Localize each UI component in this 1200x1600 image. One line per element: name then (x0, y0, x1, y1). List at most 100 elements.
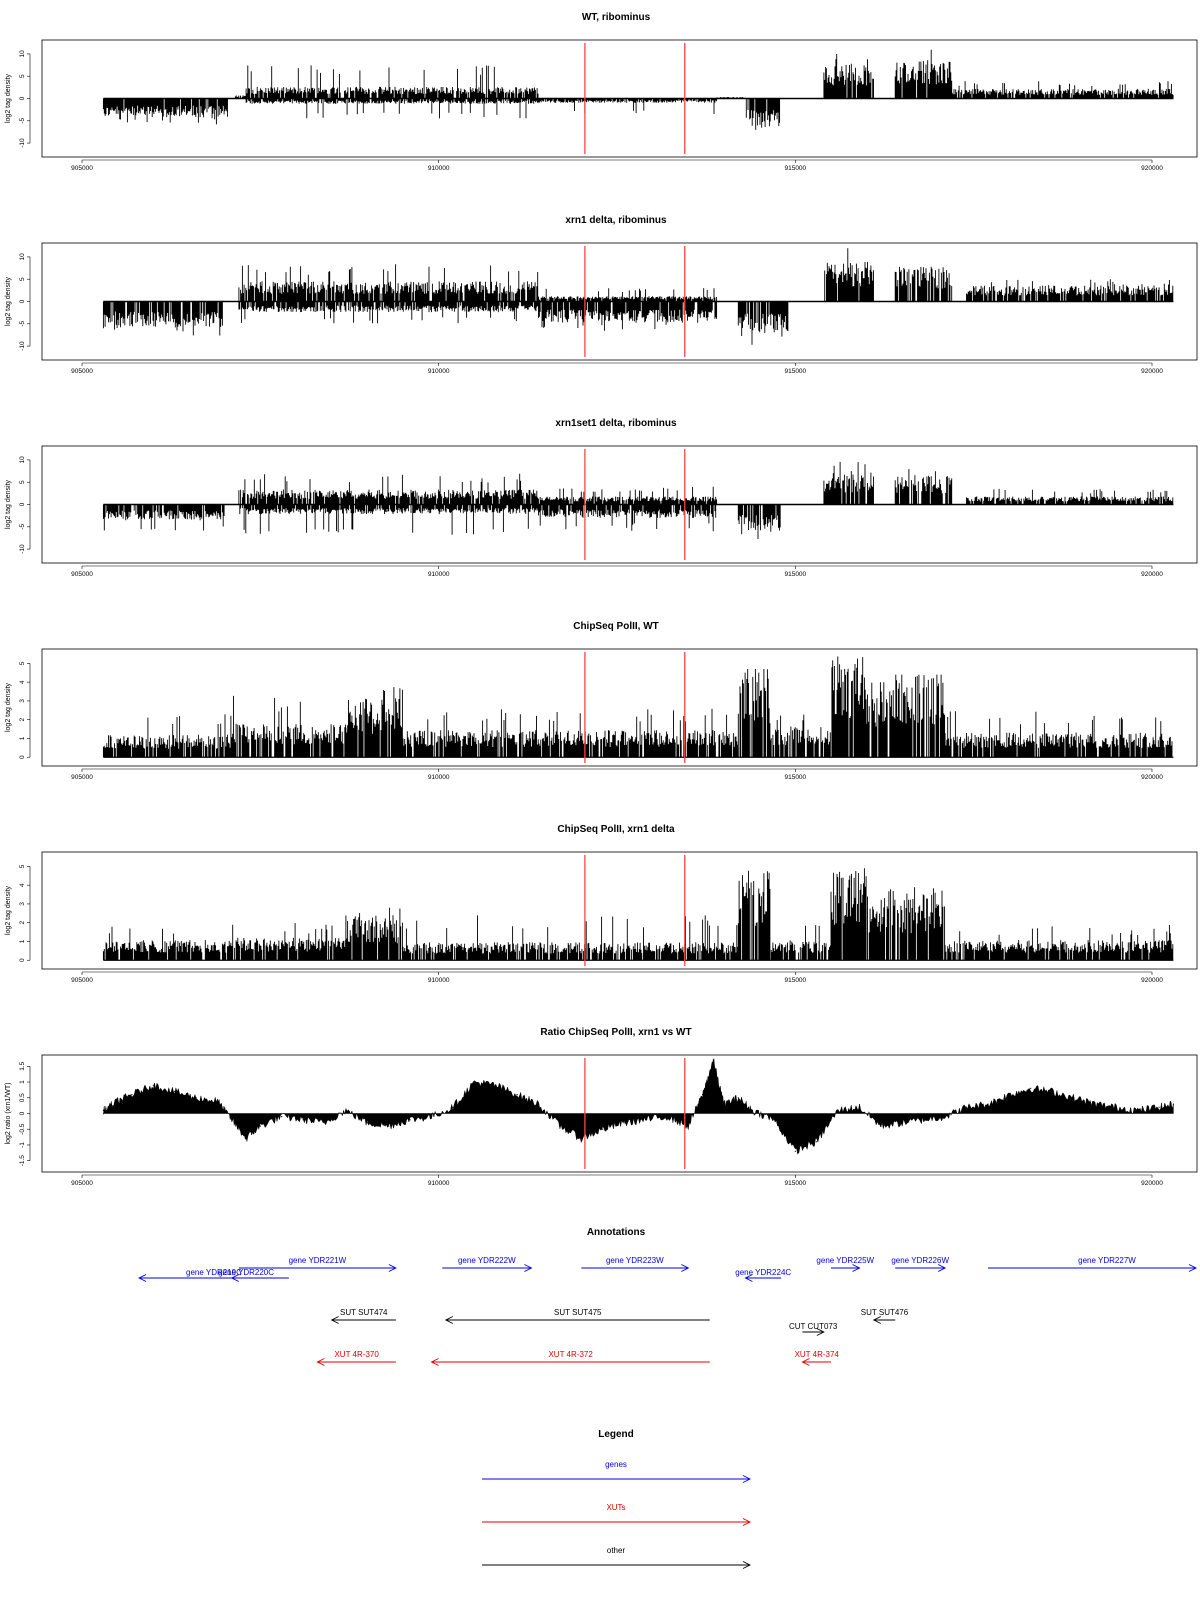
y-tick-label: 3 (19, 902, 26, 906)
x-tick-label: 920000 (1141, 977, 1163, 984)
arrowhead-icon (742, 1561, 752, 1569)
y-tick-label: 5 (19, 74, 26, 78)
arrowhead-icon (816, 1328, 825, 1336)
annotation-feature: gene YDR223W (581, 1256, 690, 1272)
x-tick-label: 920000 (1141, 774, 1163, 781)
feature-label: gene YDR226W (891, 1256, 949, 1265)
y-tick-label: -5 (19, 321, 26, 327)
coverage-series (102, 1058, 1174, 1155)
legend-title: Legend (598, 1429, 634, 1440)
ratio-point (473, 1081, 475, 1083)
y-tick-label: -10 (19, 544, 26, 554)
panel-1: WT, ribominus log2 tag density -10 -5 0 5 10 90… (5, 12, 1198, 172)
y-tick-label: 1 (19, 736, 26, 740)
y-tick-label: 0 (19, 502, 26, 506)
x-tick-label: 910000 (428, 571, 450, 578)
y-tick-label: 2 (19, 921, 26, 925)
ratio-point (388, 1125, 390, 1127)
feature-label: XUT 4R-370 (334, 1350, 379, 1359)
coverage-series (102, 656, 1174, 758)
x-tick-label: 915000 (784, 977, 806, 984)
x-tick-label: 910000 (428, 165, 450, 172)
feature-label: gene YDR219C (186, 1268, 242, 1277)
ratio-point (987, 1103, 989, 1105)
feature-label: XUT 4R-374 (795, 1350, 840, 1359)
arrowhead-icon (742, 1475, 752, 1483)
x-tick-label: 915000 (784, 774, 806, 781)
annotation-feature: SUT SUT475 (444, 1308, 710, 1324)
coverage-series (102, 461, 1174, 539)
y-tick-label: 4 (19, 883, 26, 887)
ratio-area (103, 1058, 1174, 1155)
y-tick-label: 0.5 (19, 1093, 26, 1102)
legend-item: other (482, 1546, 752, 1569)
feature-label: SUT SUT475 (554, 1308, 602, 1317)
y-tick-label: 1.5 (19, 1061, 26, 1070)
arrowhead-icon (801, 1358, 810, 1366)
ratio-point (816, 1141, 818, 1143)
arrowhead-icon (330, 1316, 339, 1324)
panel-title: Ratio ChipSeq PolII, xrn1 vs WT (540, 1027, 691, 1038)
x-tick-label: 910000 (428, 774, 450, 781)
panel-2: xrn1 delta, ribominus log2 tag density -10… (5, 215, 1198, 375)
ratio-point (965, 1106, 968, 1108)
arrowhead-icon (852, 1264, 861, 1272)
y-axis-label: log2 tag density (5, 885, 12, 935)
annotation-feature: gene YDR222W (442, 1256, 533, 1272)
y-axis-label: log2 tag density (5, 682, 12, 732)
y-tick-label: 10 (19, 50, 26, 58)
arrowhead-icon (316, 1358, 325, 1366)
y-tick-label: 0 (19, 1111, 26, 1115)
panel-title: xrn1set1 delta, ribominus (555, 418, 677, 429)
x-tick-label: 910000 (428, 1180, 450, 1187)
plot-frame (41, 39, 1198, 158)
ratio-point (366, 1122, 368, 1124)
legend-items: genes XUTs other (482, 1460, 752, 1569)
ratio-point (1115, 1106, 1117, 1108)
ratio-point (580, 1138, 582, 1140)
legend: Legend genes XUTs other (482, 1429, 752, 1569)
annotation-feature: XUT 4R-370 (316, 1350, 396, 1366)
y-axis-label: log2 tag density (5, 479, 12, 529)
panel-title: ChipSeq PolII, xrn1 delta (557, 824, 675, 835)
plot-frame (41, 851, 1198, 970)
x-tick-label: 905000 (71, 1180, 93, 1187)
ratio-point (430, 1116, 433, 1118)
feature-label: gene YDR224C (735, 1268, 791, 1277)
x-tick-label: 905000 (71, 165, 93, 172)
feature-label: gene YDR221W (289, 1256, 347, 1265)
ratio-point (1172, 1103, 1174, 1105)
legend-label: genes (605, 1460, 627, 1469)
annotation-feature: XUT 4R-374 (795, 1350, 840, 1366)
coverage-series (102, 248, 1174, 345)
annotation-feature: gene YDR225W (816, 1256, 875, 1272)
panel-4: ChipSeq PolII, WT log2 tag density 0 1 2 3 4 5 9… (5, 621, 1198, 781)
feature-label: SUT SUT474 (340, 1308, 388, 1317)
x-tick-label: 915000 (784, 571, 806, 578)
ratio-point (602, 1128, 604, 1130)
ratio-point (901, 1122, 903, 1124)
x-tick-label: 910000 (428, 368, 450, 375)
y-tick-label: -1 (19, 1142, 26, 1148)
ratio-point (559, 1125, 561, 1127)
panel-title: xrn1 delta, ribominus (565, 215, 667, 226)
ratio-point (216, 1100, 219, 1102)
coverage-bars (102, 868, 1174, 961)
y-tick-label: 10 (19, 253, 26, 261)
legend-item: XUTs (482, 1503, 752, 1526)
plot-frame (41, 445, 1198, 564)
panel-5: ChipSeq PolII, xrn1 delta log2 tag densit… (5, 824, 1198, 984)
arrowhead-icon (744, 1274, 753, 1282)
feature-label: gene YDR225W (816, 1256, 874, 1265)
coverage-series (102, 49, 1174, 130)
ratio-point (323, 1122, 326, 1124)
y-tick-label: -10 (19, 341, 26, 351)
x-tick-label: 920000 (1141, 165, 1163, 172)
annotation-feature: SUT SUT476 (861, 1308, 909, 1324)
x-tick-label: 915000 (784, 1180, 806, 1187)
ratio-point (1008, 1094, 1010, 1096)
ratio-point (644, 1119, 647, 1121)
